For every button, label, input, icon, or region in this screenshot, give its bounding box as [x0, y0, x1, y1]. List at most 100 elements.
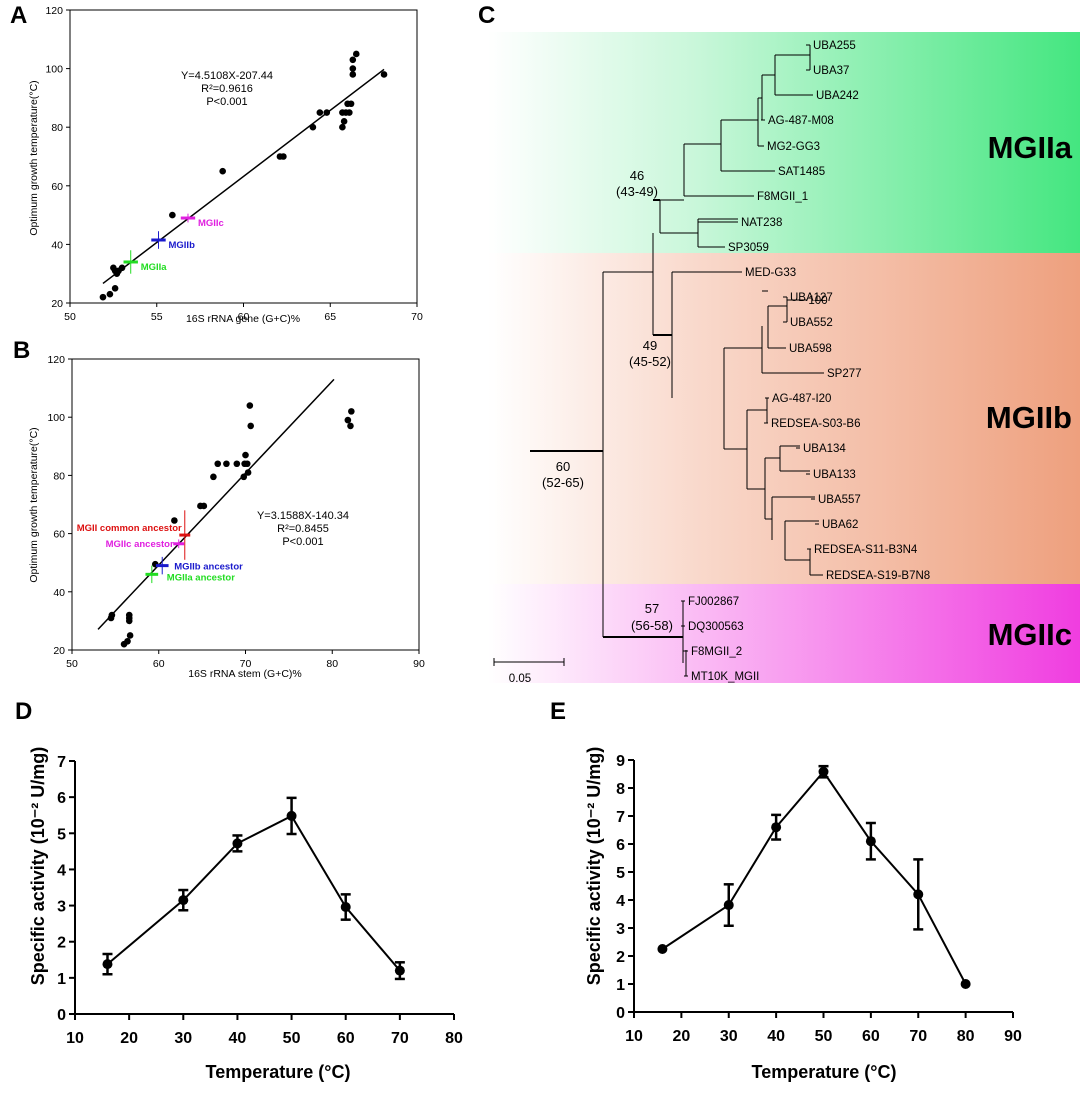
tree-leaf-label: REDSEA-S19-B7N8: [826, 570, 930, 582]
tree-leaf-label: UBA62: [822, 519, 858, 531]
node-support-root: 60: [556, 459, 570, 474]
chart-d-x-axis-label: Temperature (°C): [206, 1062, 351, 1082]
data-point: [244, 469, 252, 476]
tree-leaf-label: SP3059: [728, 242, 769, 254]
tree-leaf-label: UBA557: [818, 494, 861, 506]
data-point: [210, 473, 217, 481]
chart-a-scatter: 20 40 60 80 100 120 50 55 60 65 70 MGIIaMGIIbMGII…: [28, 5, 423, 325]
tree-leaf-label: UBA552: [790, 317, 833, 329]
chart-b-y-ticks: 20 40 60 80 100 120: [47, 354, 72, 657]
data-point: [340, 902, 351, 913]
data-point: [223, 460, 230, 468]
x-tick-label: 70: [909, 1028, 927, 1045]
y-tick-label: 120: [45, 5, 63, 17]
panel-label-a: A: [10, 2, 27, 29]
data-point: [243, 460, 251, 468]
chart-a-points: [99, 50, 388, 301]
clade-label-mgiib: MGIIb: [986, 400, 1072, 435]
marker-label: MGIIb ancestor: [174, 562, 243, 573]
data-point: [111, 285, 119, 292]
x-tick-label: 50: [66, 658, 78, 670]
tree-leaf-label: UBA242: [816, 90, 859, 102]
data-point: [865, 836, 876, 847]
y-tick-label: 3: [57, 899, 66, 916]
chart-b-r2: R²=0.8455: [277, 523, 329, 535]
data-point: [242, 451, 249, 459]
tree-leaf-label: UBA127: [790, 292, 833, 304]
tree-leaf-label: F8MGII_1: [757, 191, 808, 203]
y-tick-label: 60: [51, 181, 63, 193]
y-tick-label: 80: [53, 470, 65, 482]
marker-label: MGIIc ancestor: [106, 539, 174, 550]
marker-mgiib: MGIIb: [151, 231, 195, 251]
tree-leaf-label: SAT1485: [778, 166, 825, 178]
panel-label-b: B: [13, 337, 30, 364]
chart-a-y-axis-label: Optimum growth temperature(°C): [28, 80, 40, 235]
chart-b-ancestor-markers: MGII common ancestor MGIIc ancestor MGIIb …: [77, 510, 243, 583]
chart-d-axes: 0 1 2 3 4 5 6 7 10 20 30 40 50 60 70 80: [57, 754, 463, 1047]
marker-label: MGIIa: [141, 262, 168, 273]
data-point: [232, 838, 243, 849]
tree-leaf-label: MED-G33: [745, 267, 796, 279]
y-tick-label: 100: [45, 64, 63, 76]
data-point: [394, 965, 405, 976]
data-point: [380, 71, 388, 78]
clade-band-mgiic: [488, 584, 1080, 683]
data-point: [771, 822, 782, 833]
tree-leaf-label: F8MGII_2: [691, 646, 742, 658]
data-point: [125, 611, 133, 619]
x-tick-label: 90: [1004, 1028, 1022, 1045]
data-point: [339, 123, 346, 131]
node-range-mgiia: (43-49): [616, 184, 658, 199]
y-tick-label: 20: [53, 645, 65, 657]
x-tick-label: 30: [720, 1028, 738, 1045]
tree-leaf-label: MG2-GG3: [767, 141, 820, 153]
x-tick-label: 10: [625, 1028, 643, 1045]
panel-label-d: D: [15, 698, 32, 725]
node-range-mgiic: (56-58): [631, 618, 673, 633]
clade-label-mgiia: MGIIa: [988, 130, 1073, 165]
data-point: [344, 416, 352, 424]
y-tick-label: 0: [616, 1005, 625, 1022]
x-tick-label: 20: [120, 1030, 138, 1047]
y-tick-label: 40: [53, 587, 65, 599]
tree-leaf-label: REDSEA-S03-B6: [771, 418, 860, 430]
y-tick-label: 4: [616, 893, 625, 910]
data-point: [818, 766, 829, 777]
clade-band-mgiia: [488, 32, 1080, 253]
clade-band-mgiib: [488, 253, 1080, 584]
data-point: [106, 290, 114, 298]
data-point: [247, 422, 255, 430]
y-tick-label: 80: [51, 122, 63, 134]
x-tick-label: 65: [324, 311, 336, 323]
y-tick-label: 20: [51, 298, 63, 310]
data-point: [126, 632, 134, 639]
chart-b-equation: Y=3.1588X-140.34: [257, 510, 349, 522]
tree-leaf-label: MT10K_MGII: [691, 671, 759, 683]
marker-mgiic: MGIIc: [180, 213, 224, 229]
chart-a-fit-line: [102, 68, 385, 285]
chart-b-points: [107, 402, 355, 648]
tree-leaf-label: UBA133: [813, 469, 856, 481]
data-point: [118, 264, 126, 272]
x-tick-label: 40: [767, 1028, 785, 1045]
x-tick-label: 10: [66, 1030, 84, 1047]
y-tick-label: 6: [57, 790, 66, 807]
y-tick-label: 60: [53, 529, 65, 541]
y-tick-label: 2: [57, 935, 66, 952]
data-point: [214, 460, 222, 468]
y-tick-label: 9: [616, 753, 625, 770]
x-tick-label: 20: [672, 1028, 690, 1045]
y-tick-label: 0: [57, 1007, 66, 1024]
tree-leaf-label: UBA598: [789, 343, 832, 355]
chart-b-pvalue: P<0.001: [282, 536, 323, 548]
x-tick-label: 60: [238, 311, 250, 323]
x-tick-label: 60: [337, 1030, 355, 1047]
data-point: [352, 50, 360, 58]
panel-label-e: E: [550, 698, 566, 725]
data-point: [178, 895, 189, 906]
series-line: [661, 770, 967, 985]
tree-leaf-label: UBA255: [813, 40, 856, 52]
tree-leaf-label: FJ002867: [688, 596, 739, 608]
